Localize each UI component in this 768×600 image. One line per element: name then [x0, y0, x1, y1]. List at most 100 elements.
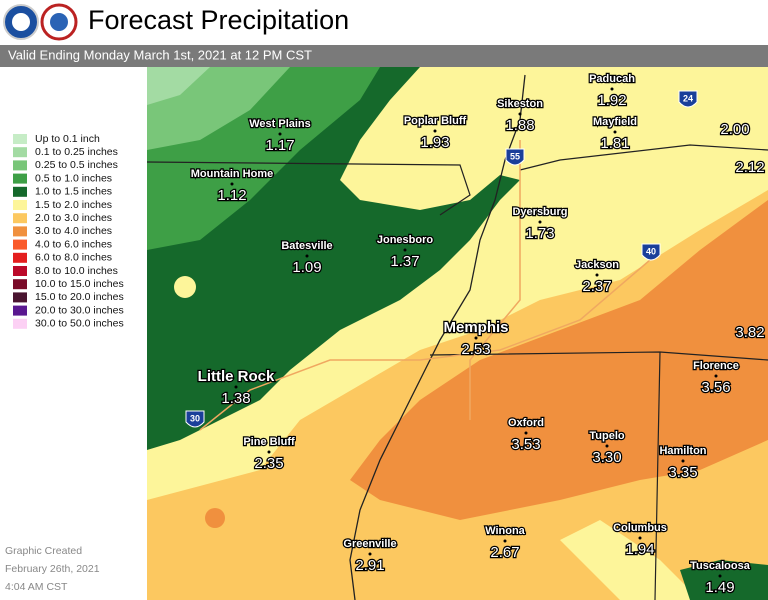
city-name: Pine Bluff: [243, 436, 295, 448]
interstate-number: 24: [683, 93, 693, 103]
city-name: Poplar Bluff: [404, 115, 467, 127]
city-dot: [638, 536, 642, 540]
city-value: 1.12: [217, 187, 246, 204]
city-value: 2.67: [490, 544, 519, 561]
city-name: Tupelo: [589, 430, 625, 442]
legend-swatch: [13, 160, 27, 171]
city-dot: [230, 182, 234, 186]
city-dot: [538, 220, 542, 224]
city-value: 2.91: [355, 557, 384, 574]
interstate-shield: [505, 148, 525, 166]
city-dot: [267, 450, 271, 454]
city-name: Columbus: [613, 522, 667, 534]
city-dot: [368, 552, 372, 556]
legend-swatch: [13, 266, 27, 276]
title: Forecast Precipitation: [88, 5, 349, 35]
value-label: 3.82: [735, 324, 764, 341]
city-value: 2.35: [254, 455, 283, 472]
legend-label: 4.0 to 6.0 inches: [35, 238, 112, 250]
city-value: 1.94: [625, 541, 654, 558]
city-name: Paducah: [589, 73, 635, 85]
legend-swatch: [13, 252, 27, 263]
legend-swatch: [13, 305, 27, 316]
legend-label: 6.0 to 8.0 inches: [35, 252, 112, 264]
city-name: Batesville: [281, 240, 332, 252]
legend-swatch: [13, 292, 27, 303]
city-name: Sikeston: [497, 98, 543, 110]
subtitle: Valid Ending Monday March 1st, 2021 at 1…: [8, 47, 312, 62]
legend-swatch: [13, 173, 27, 184]
city-value: 1.37: [390, 253, 419, 270]
city-name: Jackson: [575, 259, 619, 271]
city-dot: [681, 459, 685, 463]
legend-swatch: [13, 186, 27, 197]
interstate-shield: [185, 410, 205, 428]
city-name: Jonesboro: [377, 234, 434, 246]
interstate-number: 55: [510, 151, 520, 161]
city-dot: [518, 112, 522, 116]
credit: February 26th, 2021: [5, 563, 100, 575]
city-name: Winona: [485, 525, 525, 537]
interstate-shield: [678, 90, 698, 108]
city-value: 3.35: [668, 464, 697, 481]
legend-swatch: [13, 147, 27, 158]
city-name: Memphis: [443, 319, 508, 336]
city-name: Florence: [693, 360, 739, 372]
legend-label: 1.0 to 1.5 inches: [35, 186, 112, 198]
legend-label: 2.0 to 3.0 inches: [35, 212, 112, 224]
city-value: 3.56: [701, 379, 730, 396]
city-dot: [503, 539, 507, 543]
legend-swatch: [13, 213, 27, 224]
city-dot: [433, 129, 437, 133]
city-dot: [403, 248, 407, 252]
city-name: Little Rock: [198, 368, 275, 385]
city-name: Mountain Home: [191, 168, 274, 180]
city-dot: [610, 87, 614, 91]
credit: 4:04 AM CST: [5, 581, 68, 593]
legend-label: Up to 0.1 inch: [35, 133, 100, 145]
city-name: Hamilton: [659, 445, 706, 457]
city-dot: [278, 132, 282, 136]
city-dot: [605, 444, 609, 448]
city-value: 1.49: [705, 579, 734, 596]
logos: [3, 3, 78, 41]
city-dot: [714, 374, 718, 378]
city-dot: [595, 273, 599, 277]
legend-label: 20.0 to 30.0 inches: [35, 304, 124, 316]
city-value: 1.92: [597, 92, 626, 109]
interstate-number: 30: [190, 413, 200, 423]
legend-swatch: [13, 226, 27, 237]
legend-label: 3.0 to 4.0 inches: [35, 225, 112, 237]
credit: Graphic Created: [5, 545, 82, 557]
value-label: 2.12: [735, 159, 764, 176]
legend-label: 10.0 to 15.0 inches: [35, 278, 124, 290]
legend-label: 15.0 to 20.0 inches: [35, 291, 124, 303]
city-name: Dyersburg: [512, 206, 567, 218]
city-name: Oxford: [508, 417, 544, 429]
city-value: 1.93: [420, 134, 449, 151]
city-value: 3.30: [592, 449, 621, 466]
city-dot: [613, 130, 617, 134]
city-value: 1.38: [221, 390, 250, 407]
value-label: 2.00: [720, 121, 749, 138]
city-dot: [234, 385, 238, 389]
city-value: 2.53: [461, 341, 490, 358]
legend-swatch: [13, 200, 27, 210]
city-name: Mayfield: [593, 116, 637, 128]
interstate-number: 40: [646, 246, 656, 256]
city-dot: [718, 574, 722, 578]
map: [146, 67, 768, 600]
legend-label: 1.5 to 2.0 inches: [35, 199, 112, 211]
legend-swatch: [13, 239, 27, 250]
city-name: Tuscaloosa: [690, 560, 751, 572]
city-dot: [474, 336, 478, 340]
legend-swatch: [13, 279, 27, 290]
city-value: 3.53: [511, 436, 540, 453]
city-value: 1.88: [505, 117, 534, 134]
legend-label: 0.25 to 0.5 inches: [35, 159, 118, 171]
interstate-shield: [641, 243, 661, 261]
legend-label: 0.5 to 1.0 inches: [35, 172, 112, 184]
city-labels: West Plains 1.17 Poplar Bluff 1.93 Sikeston 1…: [185, 72, 766, 597]
